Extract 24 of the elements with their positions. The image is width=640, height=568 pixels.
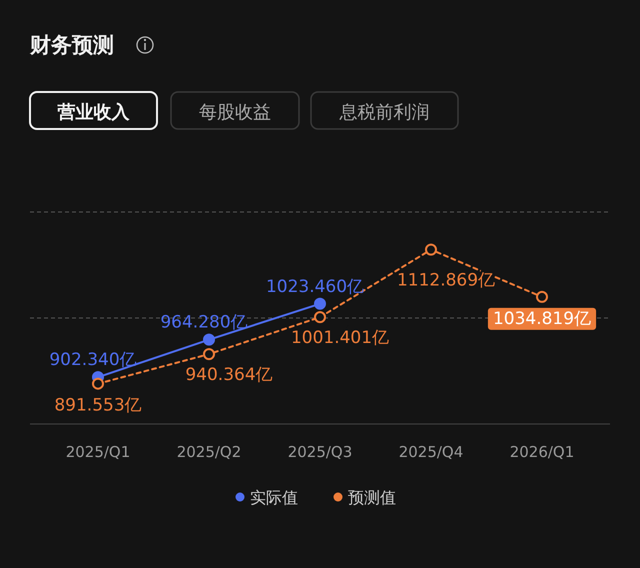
point	[314, 311, 326, 324]
data-label: 1112.869亿	[396, 270, 496, 291]
point	[536, 290, 548, 303]
legend-label: 实际值	[250, 488, 298, 507]
x-tick-label: 2025/Q1	[66, 443, 130, 461]
point	[203, 348, 215, 360]
legend-label: 预测值	[348, 488, 396, 507]
data-label: 1001.401亿	[290, 328, 390, 348]
text: 营业收入	[56, 102, 130, 123]
x-tick-label: 2025/Q3	[288, 443, 352, 461]
data-label: 1034.819亿	[492, 308, 592, 329]
point	[314, 298, 326, 310]
data-label: 940.364亿	[185, 365, 273, 386]
x-tick-label: 2025/Q2	[176, 443, 242, 461]
text: 息税前利润	[338, 102, 430, 123]
x-tick-label: 2026/Q1	[510, 443, 574, 461]
text: 每股收益	[199, 102, 271, 123]
x-tick-label: 2025/Q4	[398, 443, 464, 461]
data-label: 891.553亿	[54, 396, 142, 416]
point	[203, 334, 215, 346]
data-label: 1023.460亿	[266, 276, 364, 297]
point	[92, 378, 104, 390]
text: 财务预测	[29, 33, 114, 57]
point	[425, 244, 437, 256]
